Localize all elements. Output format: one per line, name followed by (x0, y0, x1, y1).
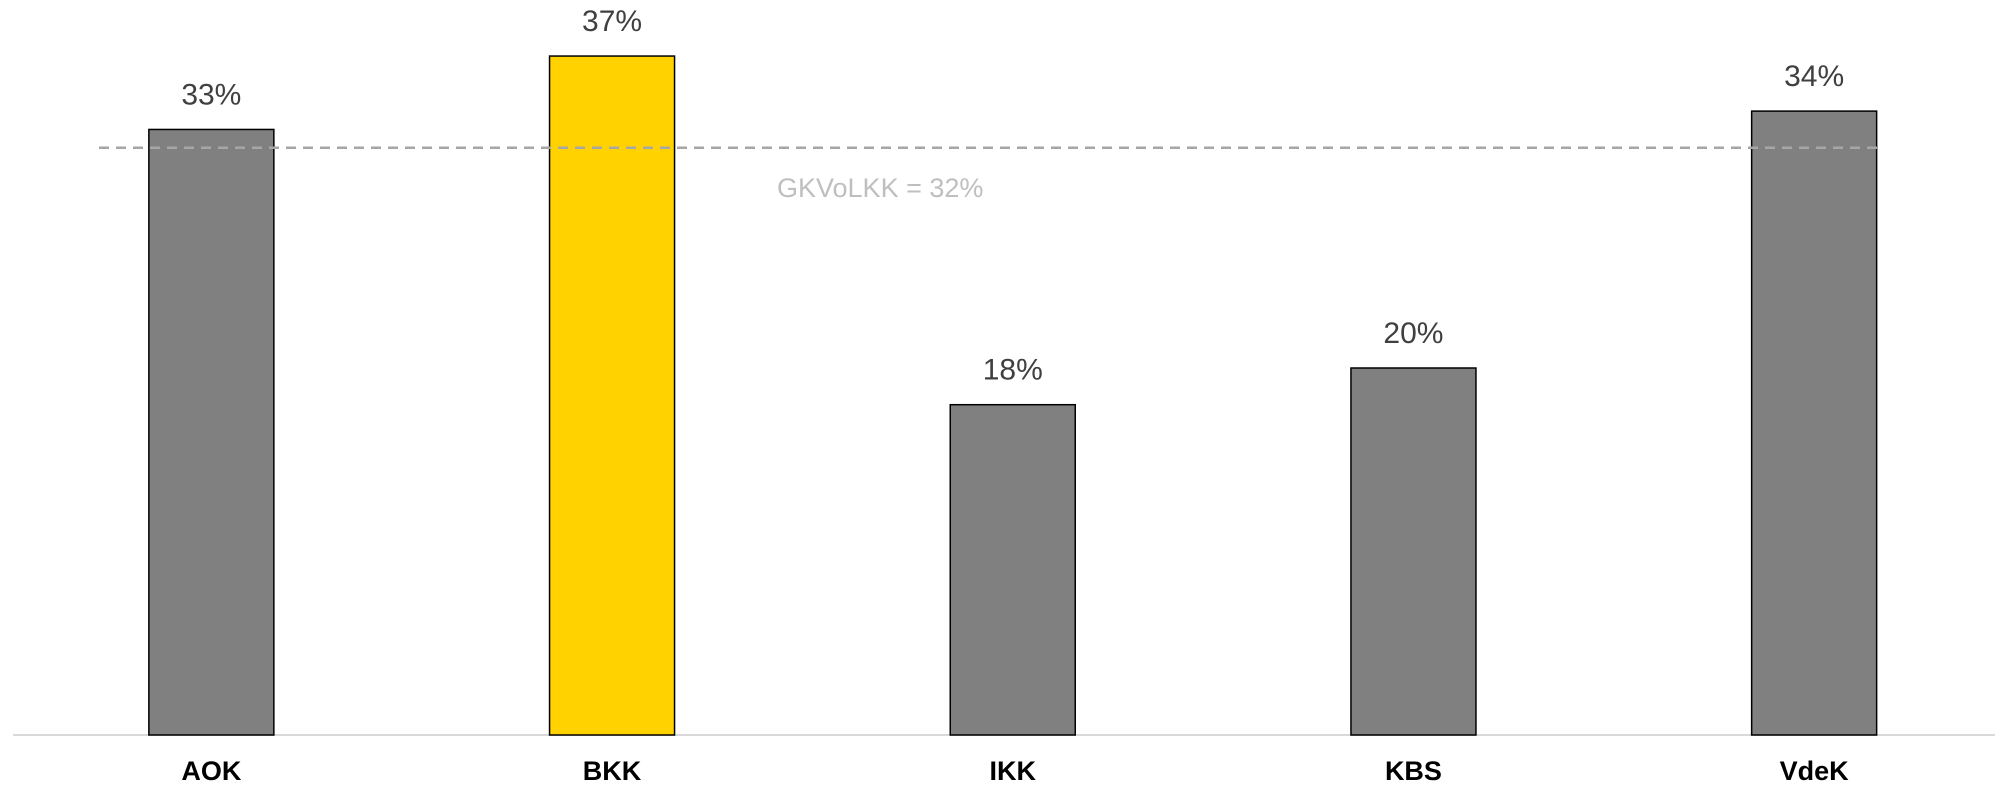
x-tick-label: BKK (583, 756, 642, 786)
value-label: 18% (983, 354, 1043, 387)
bar (548, 55, 676, 736)
bar (949, 403, 1076, 736)
x-tick-label: KBS (1385, 756, 1442, 786)
bar (148, 128, 275, 736)
value-label: 37% (582, 5, 642, 38)
bar (1750, 110, 1878, 736)
x-tick-label: VdeK (1780, 756, 1850, 786)
value-label: 33% (181, 78, 241, 111)
value-label: 34% (1784, 60, 1844, 93)
value-label: 20% (1383, 317, 1443, 350)
bar (1350, 367, 1477, 736)
x-tick-label: AOK (181, 756, 242, 786)
reference-label: GKVoLKK = 32% (777, 173, 983, 203)
x-tick-label: IKK (990, 756, 1037, 786)
